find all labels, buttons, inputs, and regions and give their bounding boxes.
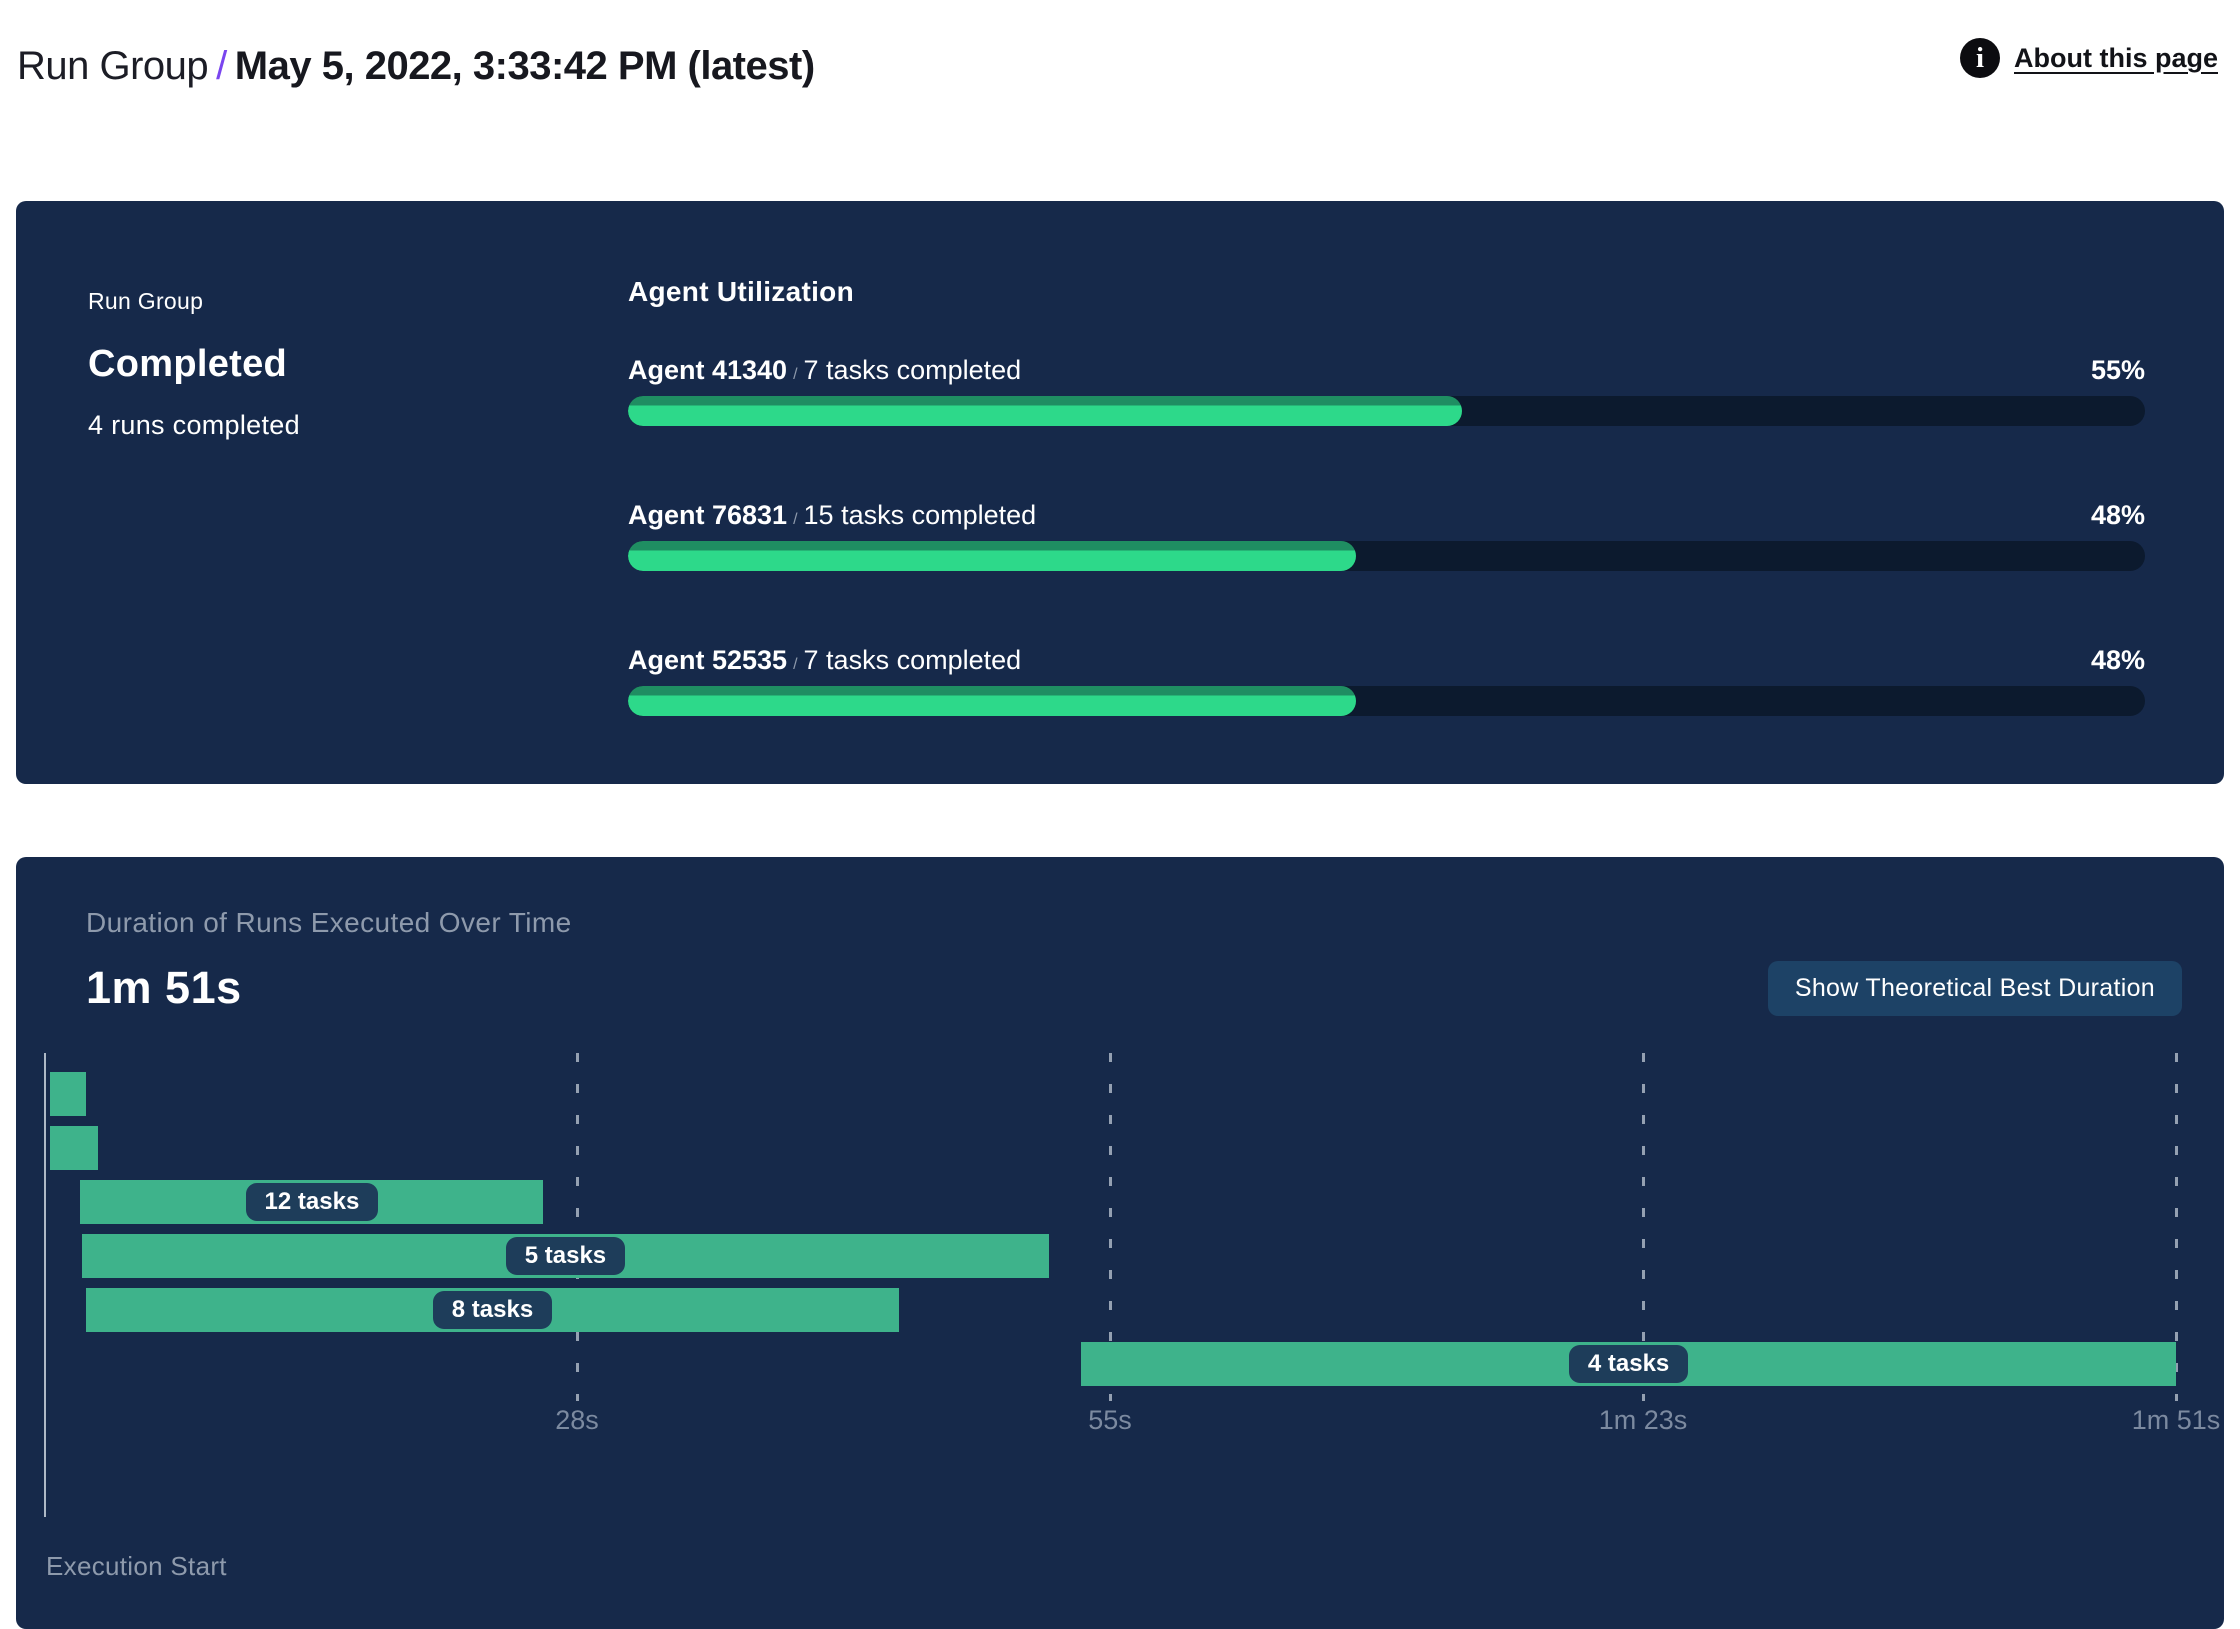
page-header: Run Group / May 5, 2022, 3:33:42 PM (lates…: [0, 0, 2240, 118]
run-duration-bar[interactable]: 12 tasks: [80, 1179, 544, 1224]
about-this-page-link[interactable]: About this page: [2014, 42, 2218, 73]
agent-label: Agent 52535 / 7 tasks completed: [628, 645, 1021, 676]
agent-utilization-percent: 55%: [2090, 354, 2145, 385]
show-theoretical-best-duration-button[interactable]: Show Theoretical Best Duration: [1767, 960, 2182, 1016]
x-tick-label: 28s: [555, 1404, 599, 1435]
execution-start-label: Execution Start: [46, 1550, 227, 1581]
runs-completed-count: 4 runs completed: [88, 409, 300, 440]
agent-label-separator: /: [793, 655, 798, 673]
x-tick-label: 1m 23s: [1598, 1404, 1688, 1435]
info-icon[interactable]: i: [1960, 38, 2000, 78]
agent-utilization-progress-track: [628, 685, 2145, 716]
task-count-badge: 12 tasks: [245, 1182, 379, 1221]
run-group-status: Completed: [88, 342, 288, 385]
run-group-label: Run Group: [88, 287, 204, 314]
run-group-status-section: Run Group Completed 4 runs completed: [16, 201, 628, 784]
run-duration-bar[interactable]: 4 tasks: [1081, 1341, 2176, 1386]
run-duration-bar[interactable]: [49, 1071, 87, 1116]
agent-label-line: Agent 76831 / 15 tasks completed 48%: [628, 500, 2145, 531]
agent-label: Agent 41340 / 7 tasks completed: [628, 355, 1021, 386]
run-duration-bar[interactable]: 5 tasks: [82, 1233, 1049, 1278]
total-duration-value: 1m 51s: [86, 962, 242, 1014]
agent-utilization-percent: 48%: [2090, 499, 2145, 530]
agent-label-separator: /: [793, 510, 798, 528]
agent-label-separator: /: [793, 365, 798, 383]
run-timestamp-title: May 5, 2022, 3:33:42 PM (latest): [234, 43, 815, 88]
x-tick-label: 55s: [1088, 1404, 1132, 1435]
run-duration-bar[interactable]: [49, 1125, 98, 1170]
y-axis-line: [44, 1052, 46, 1517]
gridline: [1109, 1052, 1112, 1401]
duration-chart-title: Duration of Runs Executed Over Time: [86, 906, 572, 938]
agent-utilization-rows: Agent 41340 / 7 tasks completed 55% Agent 76…: [628, 355, 2145, 716]
agent-utilization-row: Agent 41340 / 7 tasks completed 55%: [628, 355, 2145, 426]
x-tick-label: 1m 51s: [2131, 1404, 2221, 1435]
agent-utilization-progress-track: [628, 540, 2145, 571]
task-count-badge: 8 tasks: [432, 1290, 553, 1329]
agent-utilization-progress-track: [628, 395, 2145, 426]
agent-label-line: Agent 41340 / 7 tasks completed 55%: [628, 355, 2145, 386]
about-this-page[interactable]: i About this page: [1960, 38, 2218, 78]
agent-utilization-row: Agent 52535 / 7 tasks completed 48%: [628, 645, 2145, 716]
agent-tasks-completed: 7 tasks completed: [803, 354, 1022, 385]
agent-utilization-progress-fill: [628, 685, 1357, 716]
gridline: [576, 1052, 579, 1401]
gridline: [1642, 1052, 1645, 1401]
duration-header-row: 1m 51s Show Theoretical Best Duration: [86, 960, 2182, 1016]
gridline: [2175, 1052, 2178, 1401]
agent-tasks-completed: 7 tasks completed: [803, 644, 1022, 675]
breadcrumb-run-group: Run Group: [17, 43, 209, 88]
agent-utilization-progress-fill: [628, 540, 1357, 571]
gantt-chart: Execution Start 28s 55s 1m 23s 1m 51s 12 tas…: [44, 1052, 2220, 1593]
agent-utilization-section: Agent Utilization Agent 41340 / 7 tasks co…: [628, 201, 2224, 784]
agent-name: Agent 76831: [628, 499, 788, 530]
agent-utilization-percent: 48%: [2090, 644, 2145, 675]
agent-name: Agent 41340: [628, 354, 788, 385]
agent-label-line: Agent 52535 / 7 tasks completed 48%: [628, 645, 2145, 676]
agent-utilization-title: Agent Utilization: [628, 275, 854, 307]
agent-utilization-progress-fill: [628, 395, 1463, 426]
page-title: Run Group / May 5, 2022, 3:33:42 PM (lates…: [17, 41, 815, 91]
agent-name: Agent 52535: [628, 644, 788, 675]
breadcrumb-separator: /: [216, 43, 227, 88]
task-count-badge: 5 tasks: [505, 1236, 626, 1275]
agent-label: Agent 76831 / 15 tasks completed: [628, 500, 1036, 531]
agent-tasks-completed: 15 tasks completed: [803, 499, 1037, 530]
run-group-summary-card: Run Group Completed 4 runs completed Age…: [16, 200, 2224, 784]
run-duration-bar[interactable]: 8 tasks: [86, 1287, 899, 1332]
task-count-badge: 4 tasks: [1568, 1344, 1689, 1383]
agent-utilization-row: Agent 76831 / 15 tasks completed 48%: [628, 500, 2145, 571]
duration-card: Duration of Runs Executed Over Time 1m 5…: [16, 856, 2224, 1629]
